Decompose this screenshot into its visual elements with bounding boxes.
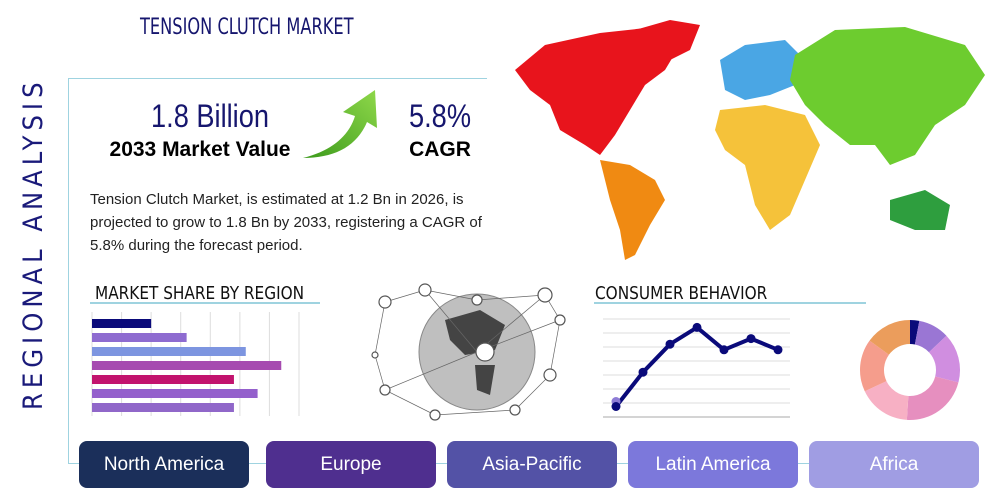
data-point [638,367,648,377]
bar [92,389,258,398]
description: Tension Clutch Market, is estimated at 1… [90,191,482,254]
region-button-europe[interactable]: Europe [266,441,436,488]
cagr-value: 5.8% [409,98,471,134]
cagr-label: CAGR [409,138,471,161]
world-map [515,20,985,260]
region-button-label: North America [103,453,225,475]
donut-slice [906,376,959,420]
europe-region [720,40,805,100]
market-value: 1.8 Billion [151,98,269,134]
region-button-asia-pacific[interactable]: Asia-Pacific [447,441,617,488]
consumer-behavior-heading: CONSUMER BEHAVIOR [595,283,768,304]
africa-region [715,105,820,230]
network-globe-image [371,283,566,421]
data-point [692,322,702,332]
data-point [611,402,621,411]
bar [92,361,282,370]
region-button-label: Asia-Pacific [482,453,582,475]
north-america-region [515,27,680,155]
region-button-label: Africa [869,453,919,475]
market-share-bar-chart [91,312,300,416]
region-button-north-america[interactable]: North America [79,441,249,488]
donut-slice [914,320,947,353]
data-point [773,345,783,355]
consumer-line-chart [603,318,790,418]
oceania-region [890,190,950,230]
region-button-label: Europe [320,453,382,475]
donut-slice [860,340,889,392]
bar [92,319,152,328]
data-point [719,345,729,355]
donut-slice [869,320,910,355]
latin-america-region [600,160,665,260]
region-button-latin-america[interactable]: Latin America [628,441,798,488]
region-button-label: Latin America [655,453,771,475]
consumer-donut-chart [860,320,960,420]
data-point [746,334,756,344]
region-button-africa[interactable]: Africa [809,441,979,488]
market-value-label: 2033 Market Value [109,138,291,161]
asia-region [790,27,985,165]
side-label: REGIONAL ANALYSIS [18,77,49,410]
bar [92,403,234,412]
data-point [665,339,675,349]
donut-slice [928,335,960,383]
bar [92,333,187,342]
donut-slice [910,320,920,345]
bar [92,347,246,356]
growth-arrow-icon [303,90,377,158]
page-title: TENSION CLUTCH MARKET [140,15,354,40]
donut-slice [864,381,909,420]
bar [92,375,234,384]
market-share-heading: MARKET SHARE BY REGION [95,283,305,304]
